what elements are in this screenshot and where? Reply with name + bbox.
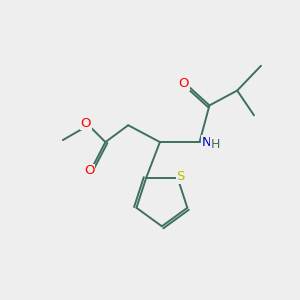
Text: S: S xyxy=(176,170,185,183)
Text: O: O xyxy=(80,117,91,130)
Text: N: N xyxy=(202,136,211,148)
Text: O: O xyxy=(178,77,189,90)
Text: H: H xyxy=(210,138,220,151)
Text: O: O xyxy=(84,164,95,177)
